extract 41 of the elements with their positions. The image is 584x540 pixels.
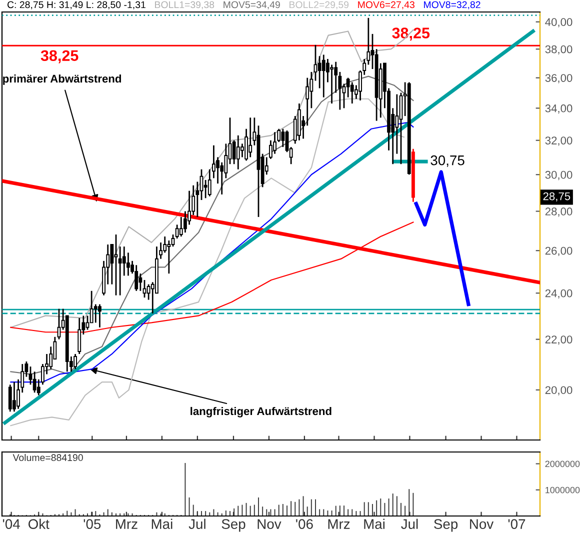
text: MOV6=27,43 [358,1,414,10]
y-tick-label: 26,00 [545,246,572,256]
y-tick-label: 1000000 [546,486,580,494]
y-tick-label: 28,00 [545,208,572,217]
x-tick-label: Mai [364,518,384,529]
x-tick-label: Sep [434,519,458,532]
x-tick-label: '05 [84,519,101,529]
y-tick-label: 36,00 [545,74,572,84]
y-tick-label: 30,00 [545,170,572,180]
y-tick-label: 40,00 [545,18,572,28]
x-tick-label: Okt [28,518,50,529]
y-tick-label: 34,00 [545,104,572,114]
y-tick-label: 22,00 [545,336,572,345]
annotation: 30,75 [430,155,464,167]
y-tick-label: 24,00 [545,289,572,299]
x-tick-label: Mrz [328,519,350,529]
y-tick-label: 38,00 [545,45,572,55]
y-tick-label: 20,00 [545,386,572,396]
x-tick-label: '07 [508,519,526,529]
annotation: langfristiger Aufwärtstrend [190,406,332,418]
x-tick-label: Nov [258,519,282,529]
x-tick-label: Mrz [116,519,138,529]
x-tick-label: '04 [2,519,20,529]
chart-title: C: 28,75 H: 31,49 L: 28,50 -1,31 [8,1,146,10]
x-tick-label: Jul [401,518,418,529]
x-tick-label: Nov [470,519,494,529]
chart-title: Volume=884190 [12,454,83,462]
annotation: 28,75 [543,192,570,202]
y-tick-label: 2000000 [545,460,580,468]
text: BOLL2=29,59 [290,1,349,10]
annotation: 38,25 [40,50,78,64]
x-tick-label: Mai [152,518,172,529]
text: MOV8=32,82 [424,1,480,10]
x-tick-label: Sep [222,519,246,532]
text: MOV5=34,49 [224,1,280,10]
y-tick-label: 32,00 [545,136,572,146]
annotation: 38,25 [392,28,430,41]
x-tick-label: '06 [296,519,313,529]
text: BOLL1=39,38 [155,1,214,10]
x-tick-label: Jul [188,518,206,529]
annotation: primärer Abwärtstrend [3,74,121,85]
